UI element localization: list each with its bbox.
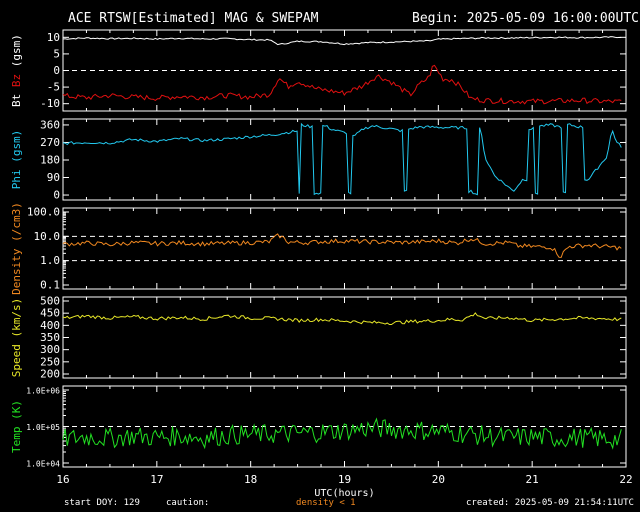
ytick-label-phi: 90 xyxy=(47,171,60,184)
ytick-label-density: 100.0 xyxy=(27,206,60,219)
xtick-label: 16 xyxy=(56,473,69,486)
ytick-label-temp: 1.0E+06 xyxy=(26,387,60,396)
ytick-label-speed: 200 xyxy=(40,368,60,381)
axis-label-temp: Temp (K) xyxy=(10,400,23,453)
xtick-label: 17 xyxy=(150,473,163,486)
ytick-label-density: 10.0 xyxy=(34,230,61,243)
ytick-label-phi: 180 xyxy=(40,153,60,166)
axis-label-speed: Speed (km/s) xyxy=(10,298,23,377)
ytick-label-speed: 250 xyxy=(40,355,60,368)
axis-label-part: Bz xyxy=(10,74,23,94)
ytick-label-phi: 360 xyxy=(40,118,60,131)
caution-label: caution: xyxy=(166,498,210,508)
ytick-label-density: 1.0 xyxy=(40,254,60,267)
ytick-label-phi: 270 xyxy=(40,136,60,149)
ytick-label-density: 0.1 xyxy=(40,279,60,292)
xtick-label: 20 xyxy=(432,473,445,486)
panel-frame-phi xyxy=(62,118,627,201)
series-line-speed xyxy=(62,312,622,325)
ytick-label-mag: -5 xyxy=(47,81,60,94)
ytick-label-mag: 0 xyxy=(53,64,60,77)
ytick-label-speed: 350 xyxy=(40,331,60,344)
axis-label-mag: Bt Bz (gsm) xyxy=(10,34,23,107)
xtick-label: 21 xyxy=(526,473,539,486)
axis-label-part: (gsm) xyxy=(10,34,23,74)
panel-frame-speed xyxy=(62,296,627,379)
xtick-label: 22 xyxy=(619,473,632,486)
xtick-label: 19 xyxy=(338,473,351,486)
axis-label-density: Density (/cm3) xyxy=(10,202,23,295)
chart-title: ACE RTSW[Estimated] MAG & SWEPAM xyxy=(68,11,319,26)
ytick-label-speed: 450 xyxy=(40,307,60,320)
ytick-label-speed: 400 xyxy=(40,319,60,332)
ytick-label-temp: 1.0E+04 xyxy=(26,460,60,469)
x-axis-label: UTC(hours) xyxy=(314,488,374,499)
ytick-label-speed: 500 xyxy=(40,295,60,308)
ytick-label-mag: 5 xyxy=(53,47,60,60)
xtick-label: 18 xyxy=(244,473,257,486)
begin-time: Begin: 2025-05-09 16:00:00UTC xyxy=(412,11,639,26)
series-line-bt xyxy=(62,36,622,46)
ytick-label-mag: 10 xyxy=(47,31,60,44)
start-doy: start DOY: 129 xyxy=(64,498,140,508)
created-time: created: 2025-05-09 21:54:11UTC xyxy=(466,498,634,508)
panel-frame-density xyxy=(62,207,627,290)
axis-label-part: Bt xyxy=(10,94,23,107)
ytick-label-temp: 1.0E+05 xyxy=(26,423,60,432)
series-line-density xyxy=(62,233,622,258)
series-line-phi xyxy=(62,122,622,196)
series-line-temp xyxy=(62,417,622,450)
ytick-label-mag: -10 xyxy=(40,97,60,110)
ytick-label-speed: 300 xyxy=(40,343,60,356)
axis-label-phi: Phi (gsm) xyxy=(10,130,23,190)
series-line-bz xyxy=(62,64,622,105)
density-caution-note: density < 1 xyxy=(296,498,356,508)
ytick-label-phi: 0 xyxy=(53,189,60,202)
